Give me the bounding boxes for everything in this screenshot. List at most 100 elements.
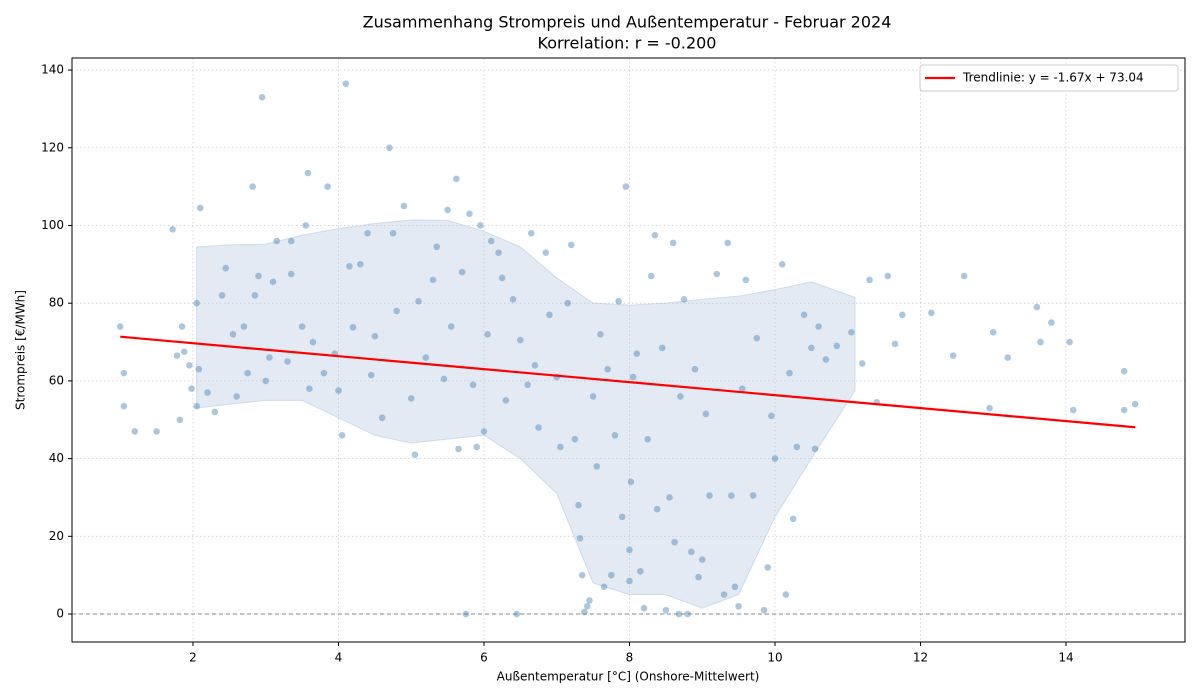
point — [287, 270, 295, 278]
x-tick-label: 4 — [335, 651, 343, 665]
point — [287, 237, 295, 245]
point — [1037, 338, 1044, 346]
point — [233, 393, 240, 400]
point — [266, 354, 273, 361]
point — [808, 344, 815, 352]
y-tick-label: 100 — [41, 218, 64, 232]
point — [229, 330, 237, 338]
point — [342, 80, 350, 87]
point — [578, 571, 586, 579]
point — [527, 229, 535, 237]
point — [768, 412, 775, 420]
point — [116, 323, 124, 330]
point — [178, 323, 186, 330]
legend — [919, 64, 1179, 92]
point — [444, 206, 451, 214]
point — [581, 608, 588, 616]
point — [480, 428, 488, 435]
chart-title: Zusammenhang Strompreis und Außentempera… — [363, 13, 892, 32]
point — [320, 369, 328, 377]
point — [338, 431, 346, 439]
point — [626, 577, 633, 585]
point — [671, 538, 678, 546]
point — [633, 350, 641, 357]
point — [986, 404, 993, 412]
point — [891, 340, 899, 348]
point — [469, 381, 477, 389]
point — [989, 329, 997, 336]
point — [273, 237, 280, 245]
y-tick-label: 60 — [49, 373, 64, 387]
plot-frame — [71, 57, 1186, 643]
point — [622, 183, 630, 190]
point — [848, 329, 855, 336]
point — [440, 375, 448, 383]
point — [447, 323, 455, 330]
point — [688, 548, 695, 556]
point — [244, 369, 251, 377]
point — [411, 451, 419, 459]
point — [626, 546, 633, 554]
point — [1033, 303, 1041, 311]
point — [593, 463, 601, 470]
point — [458, 268, 466, 276]
point — [204, 389, 211, 396]
point — [509, 295, 517, 303]
x-tick-label: 6 — [480, 651, 488, 665]
point — [218, 292, 226, 299]
point — [669, 239, 677, 247]
legend-label: Trendlinie: y = -1.67x + 73.04 — [962, 71, 1144, 85]
y-tick-label: 80 — [49, 296, 64, 310]
point — [524, 381, 531, 389]
point — [648, 272, 655, 280]
point — [698, 556, 706, 563]
trendline — [120, 335, 1136, 429]
point — [433, 243, 440, 251]
point — [193, 299, 200, 307]
point — [713, 270, 721, 278]
point — [502, 397, 510, 404]
point — [255, 272, 262, 280]
point — [1066, 338, 1073, 346]
point — [324, 183, 331, 190]
x-tick-label: 12 — [913, 651, 928, 665]
point — [393, 307, 400, 315]
point — [658, 344, 666, 352]
point — [607, 571, 615, 579]
point — [120, 369, 128, 377]
point — [764, 564, 772, 571]
point — [455, 445, 462, 453]
point — [786, 369, 793, 377]
point — [815, 323, 822, 330]
point — [407, 395, 415, 402]
point — [567, 241, 575, 249]
point — [1004, 354, 1012, 361]
point — [484, 330, 491, 338]
point — [651, 231, 659, 239]
y-tick-label: 140 — [41, 63, 64, 77]
point — [357, 261, 364, 268]
point — [666, 494, 673, 501]
point — [833, 342, 841, 350]
point — [735, 602, 742, 610]
point — [653, 505, 661, 513]
point — [386, 144, 393, 152]
x-tick-label: 2 — [189, 651, 197, 665]
y-tick-label: 20 — [49, 529, 64, 543]
point — [180, 348, 188, 356]
point — [583, 602, 591, 610]
band — [196, 219, 856, 609]
point — [706, 492, 713, 499]
point — [211, 408, 219, 416]
point — [789, 515, 797, 523]
point — [531, 362, 539, 369]
point — [695, 573, 702, 581]
point — [1048, 319, 1055, 326]
point — [193, 402, 200, 410]
point — [304, 169, 312, 177]
point — [866, 276, 873, 284]
point — [429, 276, 437, 284]
point — [466, 210, 473, 218]
point — [680, 295, 688, 303]
point — [487, 237, 495, 245]
